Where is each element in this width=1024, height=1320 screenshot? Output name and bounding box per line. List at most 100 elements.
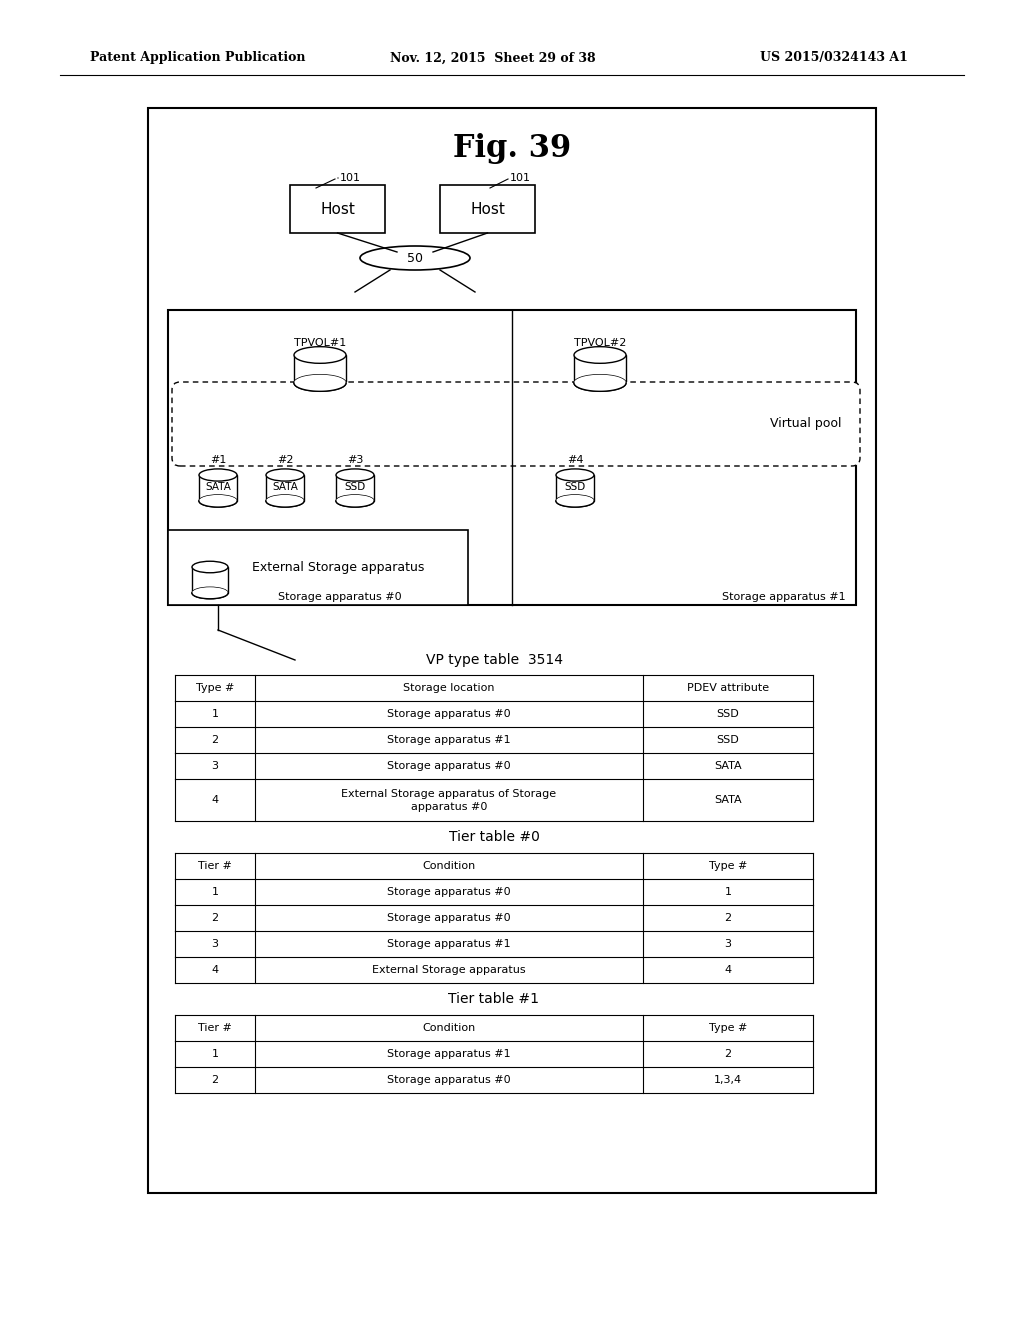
Text: #2: #2 xyxy=(276,455,293,465)
Text: Host: Host xyxy=(321,202,355,216)
Text: Type #: Type # xyxy=(196,682,234,693)
Text: US 2015/0324143 A1: US 2015/0324143 A1 xyxy=(760,51,908,65)
Text: Storage apparatus #0: Storage apparatus #0 xyxy=(387,709,511,719)
Text: 4: 4 xyxy=(211,795,218,805)
Ellipse shape xyxy=(266,469,304,480)
Text: 1,3,4: 1,3,4 xyxy=(714,1074,742,1085)
Bar xyxy=(168,310,856,605)
Text: Tier #: Tier # xyxy=(198,861,232,871)
Text: External Storage apparatus of Storage: External Storage apparatus of Storage xyxy=(341,789,557,799)
Text: SATA: SATA xyxy=(714,762,741,771)
Text: 2: 2 xyxy=(211,735,218,744)
Text: TPVOL#1: TPVOL#1 xyxy=(294,338,346,348)
Ellipse shape xyxy=(336,469,374,480)
Bar xyxy=(294,355,346,383)
Ellipse shape xyxy=(294,375,346,391)
Text: 3: 3 xyxy=(212,762,218,771)
Ellipse shape xyxy=(360,246,470,271)
Text: Storage apparatus #0: Storage apparatus #0 xyxy=(387,913,511,923)
Text: 2: 2 xyxy=(211,913,218,923)
Text: SSD: SSD xyxy=(717,735,739,744)
Text: 3: 3 xyxy=(212,939,218,949)
Text: 1: 1 xyxy=(212,709,218,719)
Bar xyxy=(440,185,535,234)
Ellipse shape xyxy=(199,495,237,507)
Text: 2: 2 xyxy=(211,1074,218,1085)
Text: #4: #4 xyxy=(566,455,584,465)
Text: 3: 3 xyxy=(725,939,731,949)
Text: Patent Application Publication: Patent Application Publication xyxy=(90,51,305,65)
Text: Tier table #1: Tier table #1 xyxy=(449,993,540,1006)
Ellipse shape xyxy=(336,495,374,507)
Text: Host: Host xyxy=(470,202,505,216)
Ellipse shape xyxy=(556,495,594,507)
Bar xyxy=(175,1015,813,1093)
Bar xyxy=(175,853,813,983)
Ellipse shape xyxy=(574,375,626,391)
Text: 50: 50 xyxy=(407,252,423,264)
Ellipse shape xyxy=(193,561,228,573)
Bar xyxy=(175,675,813,821)
Text: Storage apparatus #0: Storage apparatus #0 xyxy=(387,887,511,898)
Ellipse shape xyxy=(266,495,304,507)
Text: 4: 4 xyxy=(211,965,218,975)
Text: Tier #: Tier # xyxy=(198,1023,232,1034)
Text: Storage apparatus #1: Storage apparatus #1 xyxy=(387,1049,511,1059)
Text: Storage apparatus #0: Storage apparatus #0 xyxy=(387,1074,511,1085)
Text: 1: 1 xyxy=(212,887,218,898)
Text: #3: #3 xyxy=(347,455,364,465)
Text: SATA: SATA xyxy=(272,482,298,492)
Ellipse shape xyxy=(556,495,594,507)
Text: SSD: SSD xyxy=(564,482,586,492)
Ellipse shape xyxy=(266,495,304,507)
Text: 1: 1 xyxy=(212,1049,218,1059)
Text: Storage apparatus #0: Storage apparatus #0 xyxy=(387,762,511,771)
Text: #1: #1 xyxy=(210,455,226,465)
Text: Storage location: Storage location xyxy=(403,682,495,693)
Ellipse shape xyxy=(574,347,626,363)
Text: Type #: Type # xyxy=(709,1023,748,1034)
Text: Storage apparatus #1: Storage apparatus #1 xyxy=(387,735,511,744)
Text: SSD: SSD xyxy=(344,482,366,492)
Text: Condition: Condition xyxy=(422,1023,475,1034)
Ellipse shape xyxy=(199,495,237,507)
Text: 2: 2 xyxy=(724,913,731,923)
Text: apparatus #0: apparatus #0 xyxy=(411,803,487,812)
Text: External Storage apparatus: External Storage apparatus xyxy=(252,561,424,574)
Ellipse shape xyxy=(199,469,237,480)
Text: PDEV attribute: PDEV attribute xyxy=(687,682,769,693)
Bar xyxy=(193,568,228,593)
Bar xyxy=(168,531,468,605)
Text: SATA: SATA xyxy=(205,482,231,492)
Text: 101: 101 xyxy=(510,173,531,183)
Text: 4: 4 xyxy=(724,965,731,975)
Bar xyxy=(290,185,385,234)
Text: VP type table  3514: VP type table 3514 xyxy=(426,653,562,667)
Ellipse shape xyxy=(574,375,626,391)
Text: Storage apparatus #0: Storage apparatus #0 xyxy=(279,591,401,602)
Bar xyxy=(148,108,876,1193)
Ellipse shape xyxy=(336,495,374,507)
FancyBboxPatch shape xyxy=(172,381,860,466)
Text: Virtual pool: Virtual pool xyxy=(770,417,842,430)
Text: 101: 101 xyxy=(340,173,361,183)
Bar xyxy=(336,475,374,502)
Text: SSD: SSD xyxy=(717,709,739,719)
Text: Storage apparatus #1: Storage apparatus #1 xyxy=(387,939,511,949)
Text: Tier table #0: Tier table #0 xyxy=(449,830,540,843)
Text: Nov. 12, 2015  Sheet 29 of 38: Nov. 12, 2015 Sheet 29 of 38 xyxy=(390,51,596,65)
Bar xyxy=(266,475,304,502)
Bar xyxy=(556,475,594,502)
Text: 1: 1 xyxy=(725,887,731,898)
Text: Storage apparatus #1: Storage apparatus #1 xyxy=(722,591,846,602)
Ellipse shape xyxy=(193,587,228,599)
Text: Fig. 39: Fig. 39 xyxy=(453,132,571,164)
Text: 2: 2 xyxy=(724,1049,731,1059)
Text: Condition: Condition xyxy=(422,861,475,871)
Text: TPVOL#2: TPVOL#2 xyxy=(573,338,627,348)
Bar xyxy=(199,475,237,502)
Ellipse shape xyxy=(294,375,346,391)
Ellipse shape xyxy=(193,587,228,599)
Text: Type #: Type # xyxy=(709,861,748,871)
Ellipse shape xyxy=(294,347,346,363)
